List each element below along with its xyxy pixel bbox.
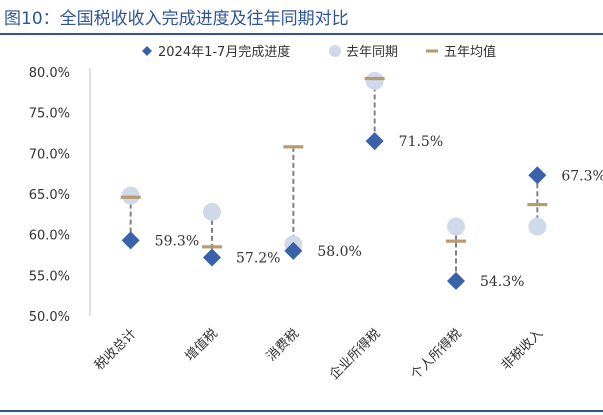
legend-marker-current <box>142 46 152 56</box>
current-data-label: 54.3% <box>480 274 524 290</box>
plot-marks: 59.3% 57.2% 58.0% 71.5% 54.3% 67.3% <box>120 71 603 291</box>
x-category-label: 企业所得税 <box>326 326 383 383</box>
y-tick-label: 80.0% <box>29 66 70 81</box>
bottom-rule <box>0 410 603 412</box>
current-point <box>365 132 384 151</box>
legend-marker-five-year-avg <box>426 49 438 53</box>
last-year-point <box>528 217 547 236</box>
x-category-label: 个人所得税 <box>408 326 465 383</box>
last-year-point <box>447 217 465 236</box>
x-category-label: 增值税 <box>182 326 221 365</box>
y-tick-label: 65.0% <box>29 188 70 203</box>
five-year-avg-mark <box>364 76 385 81</box>
x-category-label: 消费税 <box>264 326 302 364</box>
title-row: 图10：全国税收收入完成进度及往年同期对比 <box>0 0 603 34</box>
current-point <box>203 248 221 267</box>
current-data-label: 67.3% <box>561 168 603 184</box>
legend: 2024年1-7月完成进度 去年同期 五年均值 <box>142 44 496 60</box>
current-data-label: 58.0% <box>317 244 361 260</box>
current-point <box>447 272 465 291</box>
current-data-label: 71.5% <box>399 134 443 150</box>
title-underline <box>0 33 603 35</box>
y-tick-label: 70.0% <box>29 147 70 162</box>
five-year-avg-mark <box>120 195 141 199</box>
current-point <box>121 231 140 250</box>
last-year-point <box>365 71 384 90</box>
five-year-avg-mark <box>527 202 548 207</box>
x-category-label: 税收总计 <box>92 326 139 373</box>
last-year-point <box>203 202 221 221</box>
current-point <box>528 166 547 185</box>
current-point <box>284 241 303 260</box>
last-year-point <box>121 186 140 205</box>
legend-label-current: 2024年1-7月完成进度 <box>158 44 290 60</box>
x-axis: 税收总计 增值税 消费税 企业所得税 个人所得税 非税收入 <box>92 326 546 383</box>
five-year-avg-mark <box>202 245 222 249</box>
y-axis: 50.0% 55.0% 60.0% 65.0% 70.0% 75.0% 80.0% <box>29 66 91 325</box>
y-tick-label: 50.0% <box>29 310 70 325</box>
legend-label-five-year-avg: 五年均值 <box>444 44 496 60</box>
y-tick-label: 55.0% <box>29 269 70 284</box>
legend-marker-last-year <box>329 45 341 57</box>
current-data-label: 57.2% <box>236 250 280 266</box>
current-data-label: 59.3% <box>155 233 199 249</box>
five-year-avg-mark <box>446 239 466 243</box>
y-tick-label: 75.0% <box>29 107 70 122</box>
chart-title: 图10：全国税收收入完成进度及往年同期对比 <box>4 9 349 29</box>
x-category-label: 非税收入 <box>499 326 546 373</box>
five-year-avg-mark <box>283 145 304 149</box>
legend-label-last-year: 去年同期 <box>346 45 398 60</box>
y-tick-label: 60.0% <box>29 229 70 244</box>
